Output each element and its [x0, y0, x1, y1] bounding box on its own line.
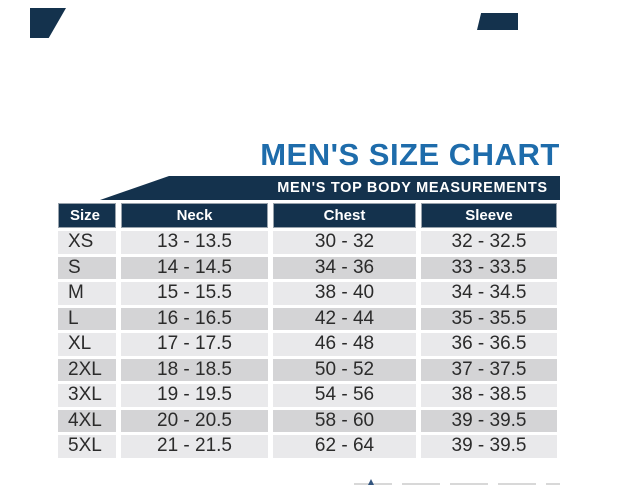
table-header-row: Size Neck Chest Sleeve — [58, 203, 558, 228]
cell-chest: 50 - 52 — [273, 358, 416, 381]
cell-sleeve: 37 - 37.5 — [421, 358, 557, 381]
cell-size: S — [58, 256, 116, 279]
cell-chest: 62 - 64 — [273, 435, 416, 458]
cell-size: 3XL — [58, 384, 116, 407]
size-table: Size Neck Chest Sleeve XS 13 - 13.5 30 -… — [58, 203, 558, 458]
table-row: 5XL 21 - 21.5 62 - 64 39 - 39.5 — [58, 435, 558, 458]
cell-neck: 15 - 15.5 — [121, 282, 268, 305]
cell-size: 4XL — [58, 409, 116, 432]
cell-chest: 42 - 44 — [273, 307, 416, 330]
table-row: XL 17 - 17.5 46 - 48 36 - 36.5 — [58, 333, 558, 356]
cell-size: XS — [58, 231, 116, 254]
cell-size: L — [58, 307, 116, 330]
cell-sleeve: 35 - 35.5 — [421, 307, 557, 330]
cell-neck: 18 - 18.5 — [121, 358, 268, 381]
cell-sleeve: 34 - 34.5 — [421, 282, 557, 305]
decor-fragment-top-left — [30, 8, 66, 38]
table-row: L 16 - 16.5 42 - 44 35 - 35.5 — [58, 307, 558, 330]
header-cell-size: Size — [58, 203, 116, 228]
measurements-banner-label: MEN'S TOP BODY MEASUREMENTS — [277, 180, 548, 196]
cell-sleeve: 33 - 33.5 — [421, 256, 557, 279]
table-body: XS 13 - 13.5 30 - 32 32 - 32.5 S 14 - 14… — [58, 231, 558, 458]
table-row: 2XL 18 - 18.5 50 - 52 37 - 37.5 — [58, 358, 558, 381]
cell-sleeve: 36 - 36.5 — [421, 333, 557, 356]
cell-neck: 20 - 20.5 — [121, 409, 268, 432]
cell-chest: 38 - 40 — [273, 282, 416, 305]
cell-size: 5XL — [58, 435, 116, 458]
header-cell-sleeve: Sleeve — [421, 203, 557, 228]
next-section-marker-icon — [368, 479, 374, 485]
cell-neck: 21 - 21.5 — [121, 435, 268, 458]
cell-chest: 34 - 36 — [273, 256, 416, 279]
cell-neck: 17 - 17.5 — [121, 333, 268, 356]
cell-chest: 30 - 32 — [273, 231, 416, 254]
cell-sleeve: 38 - 38.5 — [421, 384, 557, 407]
cell-size: 2XL — [58, 358, 116, 381]
cell-neck: 14 - 14.5 — [121, 256, 268, 279]
cell-size: M — [58, 282, 116, 305]
cell-sleeve: 32 - 32.5 — [421, 231, 557, 254]
cell-size: XL — [58, 333, 116, 356]
header-cell-chest: Chest — [273, 203, 416, 228]
cell-chest: 46 - 48 — [273, 333, 416, 356]
cell-neck: 16 - 16.5 — [121, 307, 268, 330]
table-row: S 14 - 14.5 34 - 36 33 - 33.5 — [58, 256, 558, 279]
table-row: 3XL 19 - 19.5 54 - 56 38 - 38.5 — [58, 384, 558, 407]
cell-neck: 19 - 19.5 — [121, 384, 268, 407]
table-row: XS 13 - 13.5 30 - 32 32 - 32.5 — [58, 231, 558, 254]
cell-sleeve: 39 - 39.5 — [421, 435, 557, 458]
decor-fragment-top-right — [477, 13, 518, 30]
page-title: MEN'S SIZE CHART — [260, 137, 560, 172]
next-section-edge-line — [354, 483, 560, 485]
cell-sleeve: 39 - 39.5 — [421, 409, 557, 432]
table-row: 4XL 20 - 20.5 58 - 60 39 - 39.5 — [58, 409, 558, 432]
cell-chest: 54 - 56 — [273, 384, 416, 407]
header-cell-neck: Neck — [121, 203, 268, 228]
table-row: M 15 - 15.5 38 - 40 34 - 34.5 — [58, 282, 558, 305]
measurements-banner: MEN'S TOP BODY MEASUREMENTS — [100, 176, 560, 200]
cell-neck: 13 - 13.5 — [121, 231, 268, 254]
cell-chest: 58 - 60 — [273, 409, 416, 432]
